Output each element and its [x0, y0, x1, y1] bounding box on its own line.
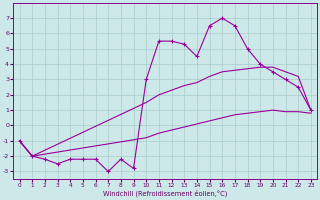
X-axis label: Windchill (Refroidissement éolien,°C): Windchill (Refroidissement éolien,°C): [103, 190, 228, 197]
